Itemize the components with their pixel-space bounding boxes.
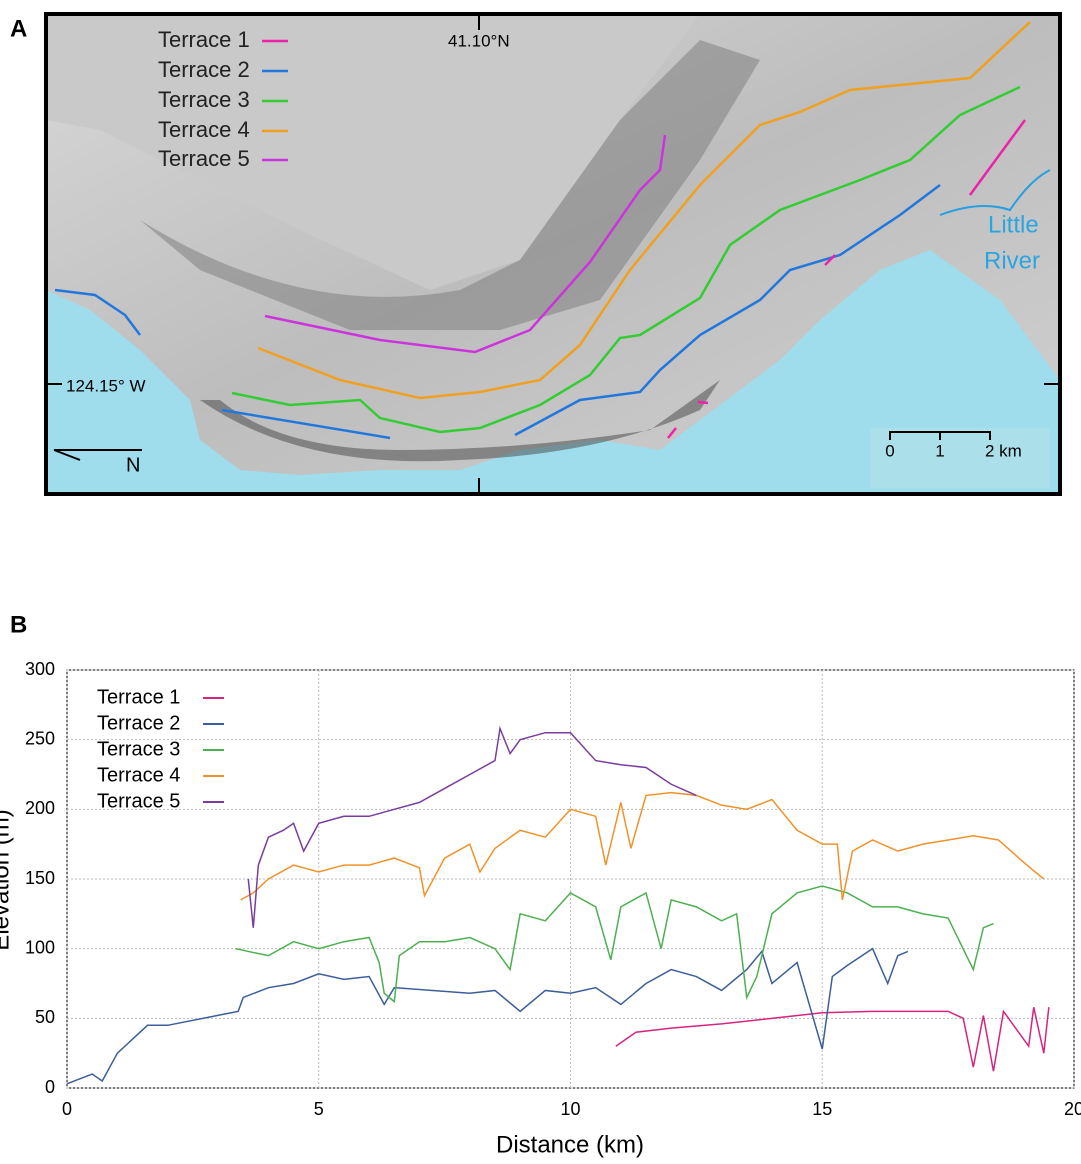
terrace-3-trace: [231, 85, 1021, 434]
legend-label: Terrace 3: [158, 87, 250, 112]
latitude-label: 41.10°N: [448, 31, 510, 50]
panel-label: B: [10, 611, 27, 638]
y-tick-label: 100: [25, 937, 55, 957]
map-legend: Terrace 1 Terrace 2 Terrace 3 Terrace 4 …: [158, 27, 288, 171]
legend-label: Terrace 5: [97, 790, 180, 812]
map-hills: [46, 14, 700, 290]
x-tick-label: 20: [1064, 1099, 1081, 1119]
map-relief: [140, 40, 760, 330]
panel-label: A: [10, 15, 27, 42]
series-line: [66, 947, 909, 1085]
north-arrow: N: [53, 449, 142, 476]
river: [939, 169, 1051, 216]
map-terraces: [54, 21, 1051, 440]
map-cliff: [200, 380, 720, 462]
x-tick-label: 0: [62, 1099, 72, 1119]
y-axis-title: Elevation (m): [0, 809, 14, 950]
x-tick-label: 5: [314, 1099, 324, 1119]
terrace-2-trace: [221, 408, 391, 440]
scale-bar: 0 1 2 km: [870, 428, 1050, 488]
series-line: [240, 791, 1045, 901]
scale-line: [889, 431, 991, 440]
terrace-2-trace: [54, 288, 141, 336]
y-tick-label: 250: [25, 728, 55, 748]
legend-label: Terrace 2: [97, 712, 180, 734]
legend-label: Terrace 2: [158, 57, 250, 82]
legend-label: Terrace 5: [158, 146, 250, 171]
x-tick-label: 15: [812, 1099, 832, 1119]
scale-label: 1: [935, 441, 944, 460]
scale-label: 2 km: [985, 441, 1022, 460]
elevation-chart: B Distance (km) Elevation (m) 0 5 10 15 2005…: [0, 611, 1081, 1158]
map-panel: A 41.10°N 124.15° W Terrace 1 Terrace 2 …: [10, 12, 1062, 496]
y-tick-label: 300: [25, 659, 55, 679]
terrace-1-trace: [824, 254, 836, 266]
legend-label: Terrace 4: [158, 117, 250, 142]
series-line: [615, 1007, 1050, 1072]
legend-label: Terrace 1: [158, 27, 250, 52]
y-tick-label: 150: [25, 868, 55, 888]
scale-box: [870, 428, 1050, 488]
y-tick-label: 50: [35, 1007, 55, 1027]
river-label: Little: [988, 211, 1039, 238]
north-line: [53, 449, 81, 461]
terrace-1-trace: [667, 427, 677, 439]
river-label: River: [984, 247, 1040, 274]
terrace-1-trace: [968, 119, 1027, 196]
x-axis-title: Distance (km): [496, 1131, 644, 1158]
terrace-1-trace: [697, 400, 709, 405]
x-tick-label: 10: [560, 1099, 580, 1119]
y-tick-label: 0: [45, 1077, 55, 1097]
series-line: [247, 725, 697, 928]
map-frame: [44, 12, 1062, 496]
y-tick-label: 200: [25, 798, 55, 818]
series-line: [235, 885, 994, 1004]
longitude-label: 124.15° W: [66, 376, 146, 395]
terrace-2-trace: [514, 184, 941, 437]
terrace-4-trace: [257, 21, 1031, 400]
north-label: N: [126, 454, 140, 476]
legend-label: Terrace 1: [97, 686, 180, 708]
terrace-5-trace: [264, 134, 667, 354]
scale-label: 0: [885, 441, 894, 460]
legend-label: Terrace 4: [97, 764, 180, 786]
legend-label: Terrace 3: [97, 738, 180, 760]
